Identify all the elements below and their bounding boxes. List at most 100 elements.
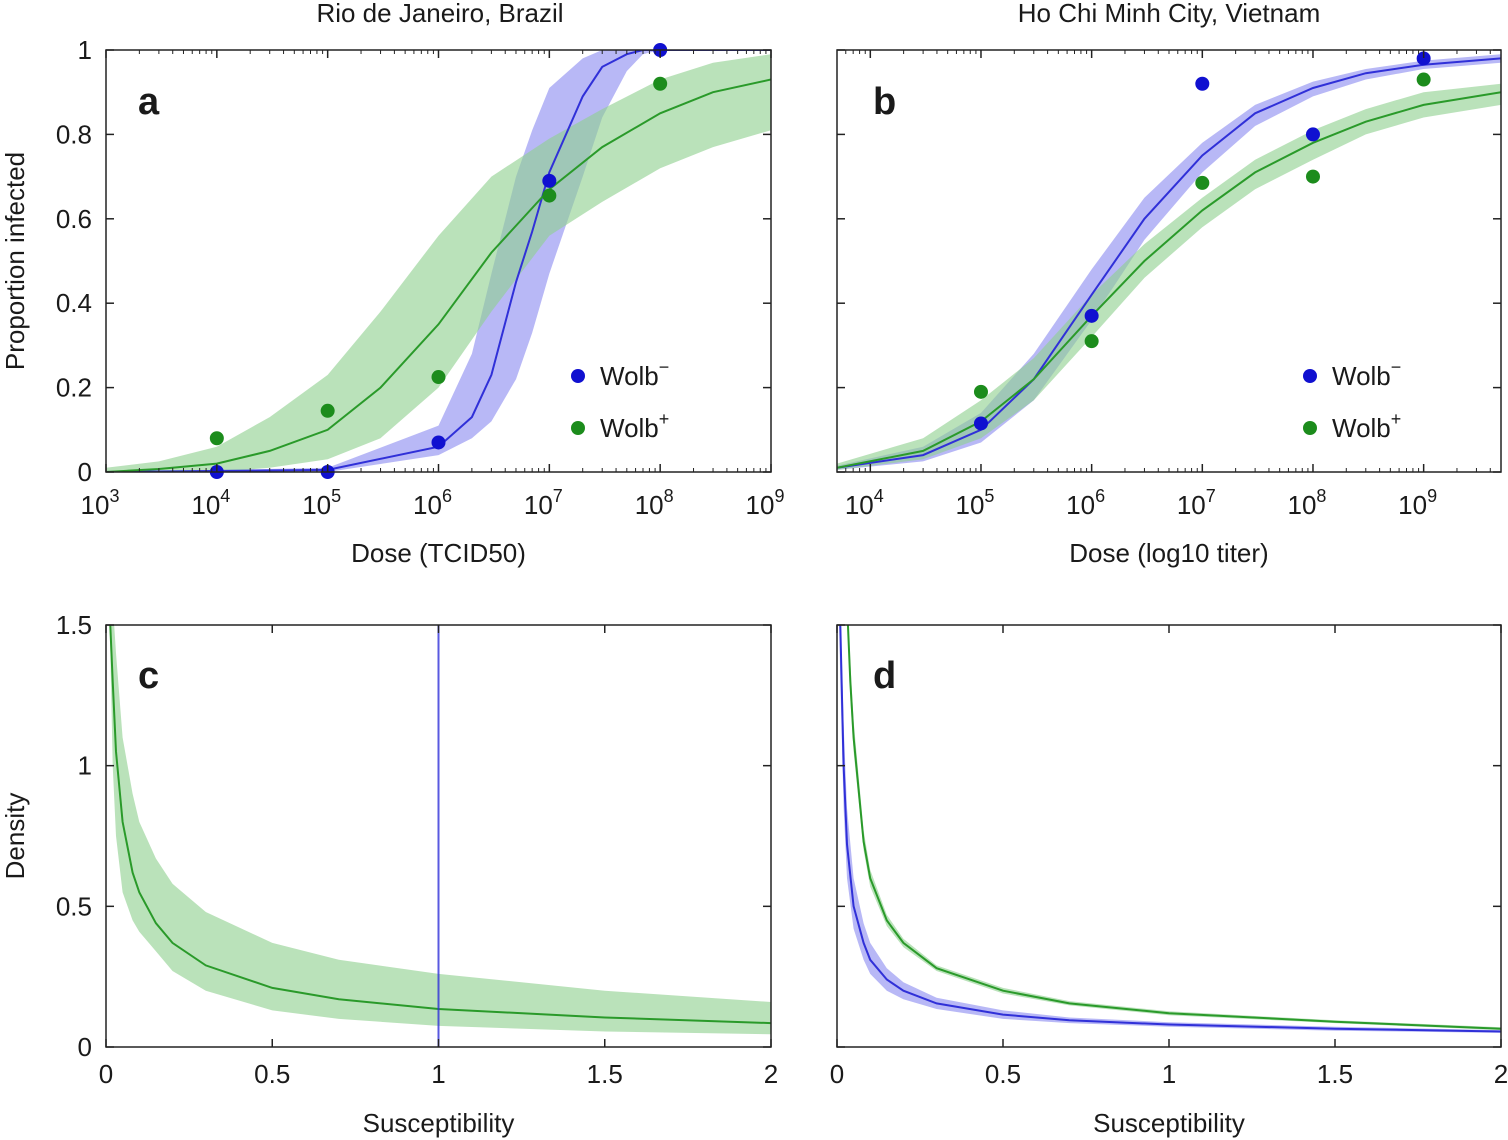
y-tick-label: 0.6	[56, 204, 92, 234]
x-tick-label: 107	[524, 486, 563, 520]
x-tick-label: 105	[302, 486, 341, 520]
x-tick-label: 108	[635, 486, 674, 520]
panel-c: 0 0.5 1 1.5 2 0 0.5 1 1.5 Susceptibility Density c	[0, 610, 778, 1138]
x-tick-label: 109	[1398, 486, 1437, 520]
axes-frame	[836, 624, 1502, 1048]
y-axis-label: Density	[0, 793, 30, 880]
confidence-band-wolb-plus	[837, 83, 1501, 470]
x-tick-label: 1	[431, 1059, 445, 1089]
panel-d: 0 0.5 1 1.5 2 Susceptibility d	[830, 624, 1508, 1138]
y-axis-label: Proportion infected	[0, 152, 30, 370]
x-tick-label: 106	[1066, 486, 1105, 520]
fit-line-wolb-plus	[837, 91, 1501, 469]
data-point-wolb-plus	[209, 431, 224, 446]
y-tick-label: 0.4	[56, 288, 92, 318]
fit-line-wolb-plus	[109, 625, 771, 1025]
x-tick-base: 10	[1288, 490, 1317, 520]
x-tick-label: 2	[764, 1059, 778, 1089]
x-tick-label: 106	[413, 486, 452, 520]
data-point-wolb-plus	[1305, 169, 1320, 184]
legend-label-base: Wolb	[600, 361, 659, 391]
x-tick-base: 10	[1066, 490, 1095, 520]
x-tick-label: 0.5	[254, 1059, 290, 1089]
x-tick-exponent: 4	[220, 486, 230, 506]
y-tick-label: 1	[78, 751, 92, 781]
confidence-band-wolb-plus	[109, 625, 771, 1035]
plot-area	[839, 625, 1501, 1033]
x-tick-label: 1	[1162, 1059, 1176, 1089]
x-tick-label: 104	[191, 486, 230, 520]
x-tick-label: 0	[99, 1059, 113, 1089]
y-tick-label: 0	[78, 457, 92, 487]
y-tick-label: 1	[78, 35, 92, 65]
x-tick-base: 10	[746, 490, 775, 520]
x-tick-exponent: 5	[984, 486, 994, 506]
x-tick-label: 109	[746, 486, 785, 520]
y-tick-label: 0	[78, 1032, 92, 1062]
data-point-wolb-plus	[1416, 72, 1431, 87]
x-tick-label: 103	[81, 486, 120, 520]
legend-label-base: Wolb	[1332, 413, 1391, 443]
x-tick-exponent: 4	[874, 486, 884, 506]
x-tick-base: 10	[1177, 490, 1206, 520]
data-point-wolb-plus	[542, 188, 557, 203]
x-axis-label: Dose (TCID50)	[351, 538, 526, 568]
x-tick-exponent: 8	[664, 486, 674, 506]
column-title-hcmc: Ho Chi Minh City, Vietnam	[1018, 0, 1320, 28]
panel-a: 103 104 105 106 107 108 10900.20.40.60.81Dose …	[0, 35, 784, 568]
data-point-wolb-plus	[1195, 175, 1210, 190]
data-point-wolb-minus	[1305, 127, 1320, 142]
fit-line-wolb-plus	[846, 625, 1501, 1030]
fit-line-wolb-minus	[839, 625, 1501, 1033]
data-point-wolb-plus	[320, 403, 335, 418]
x-tick-label: 1.5	[587, 1059, 623, 1089]
legend-label-base: Wolb	[1332, 361, 1391, 391]
data-point-wolb-plus	[1084, 334, 1099, 349]
x-tick-label: 105	[956, 486, 995, 520]
x-tick-label: 1.5	[1317, 1059, 1353, 1089]
x-tick-label: 108	[1288, 486, 1327, 520]
x-axis-label: Susceptibility	[1093, 1108, 1245, 1138]
panel-letter: c	[138, 655, 159, 697]
x-tick-base: 10	[524, 490, 553, 520]
x-tick-exponent: 5	[331, 486, 341, 506]
x-tick-exponent: 9	[774, 486, 784, 506]
x-tick-label: 104	[845, 486, 884, 520]
x-tick-base: 10	[956, 490, 985, 520]
data-point-wolb-plus	[653, 76, 668, 91]
panel-letter: a	[138, 81, 160, 123]
plot-area	[837, 54, 1501, 470]
y-tick-label: 1.5	[56, 610, 92, 640]
x-tick-base: 10	[635, 490, 664, 520]
legend-marker-wolb-minus	[571, 369, 585, 383]
x-tick-label: 0	[830, 1059, 844, 1089]
data-point-wolb-minus	[1084, 308, 1099, 323]
x-tick-label: 2	[1494, 1059, 1508, 1089]
x-tick-exponent: 3	[109, 486, 119, 506]
data-point-wolb-minus	[542, 173, 557, 188]
x-tick-label: 0.5	[985, 1059, 1021, 1089]
data-point-wolb-plus	[431, 370, 446, 385]
x-tick-base: 10	[413, 490, 442, 520]
x-tick-base: 10	[302, 490, 331, 520]
y-tick-label: 0.2	[56, 373, 92, 403]
x-tick-base: 10	[81, 490, 110, 520]
plot-area	[109, 625, 771, 1047]
fit-line-wolb-plus	[106, 78, 771, 472]
x-tick-label: 107	[1177, 486, 1216, 520]
data-point-wolb-minus	[1416, 51, 1431, 66]
x-tick-exponent: 6	[1095, 486, 1105, 506]
x-tick-base: 10	[845, 490, 874, 520]
legend-label-wolb-minus: Wolb−	[1332, 357, 1401, 391]
data-point-wolb-plus	[973, 384, 988, 399]
legend-label-base: Wolb	[600, 413, 659, 443]
x-tick-exponent: 9	[1427, 486, 1437, 506]
legend-label-wolb-plus: Wolb+	[1332, 409, 1401, 443]
x-tick-base: 10	[191, 490, 220, 520]
legend-marker-wolb-plus	[1303, 421, 1317, 435]
x-axis-label: Susceptibility	[363, 1108, 515, 1138]
panel-letter: d	[873, 655, 896, 697]
x-tick-exponent: 8	[1316, 486, 1326, 506]
